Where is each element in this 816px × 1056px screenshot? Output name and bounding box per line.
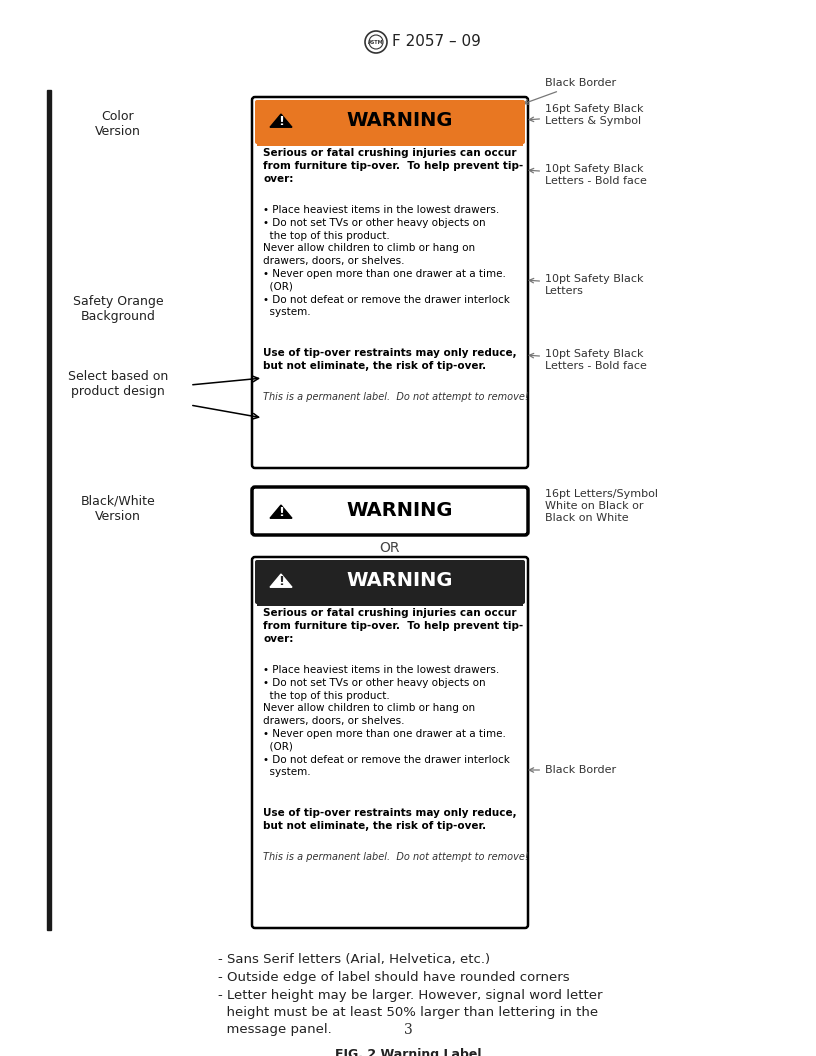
- Text: Color
Version: Color Version: [95, 110, 141, 138]
- Text: This is a permanent label.  Do not attempt to remove!: This is a permanent label. Do not attemp…: [263, 852, 529, 862]
- Text: 10pt Safety Black
Letters - Bold face: 10pt Safety Black Letters - Bold face: [529, 164, 647, 186]
- FancyBboxPatch shape: [252, 97, 528, 468]
- Text: !: !: [278, 507, 284, 520]
- Text: FIG. 2 Warning Label: FIG. 2 Warning Label: [335, 1048, 481, 1056]
- Text: Serious or fatal crushing injuries can occur
from furniture tip-over.  To help p: Serious or fatal crushing injuries can o…: [263, 608, 523, 643]
- Text: 10pt Safety Black
Letters: 10pt Safety Black Letters: [529, 275, 644, 296]
- Text: 16pt Letters/Symbol
White on Black or
Black on White: 16pt Letters/Symbol White on Black or Bl…: [545, 489, 658, 523]
- Text: Use of tip-over restraints may only reduce,
but not eliminate, the risk of tip-o: Use of tip-over restraints may only redu…: [263, 348, 517, 371]
- Text: - Letter height may be larger. However, signal word letter
  height must be at l: - Letter height may be larger. However, …: [218, 989, 602, 1036]
- Text: OR: OR: [379, 541, 401, 555]
- Text: - Sans Serif letters (Arial, Helvetica, etc.): - Sans Serif letters (Arial, Helvetica, …: [218, 953, 490, 966]
- FancyBboxPatch shape: [252, 557, 528, 928]
- Text: • Place heaviest items in the lowest drawers.
• Do not set TVs or other heavy ob: • Place heaviest items in the lowest dra…: [263, 205, 510, 318]
- Text: !: !: [278, 115, 284, 129]
- Text: Serious or fatal crushing injuries can occur
from furniture tip-over.  To help p: Serious or fatal crushing injuries can o…: [263, 148, 523, 184]
- Text: ASTM: ASTM: [368, 39, 384, 44]
- Text: - Outside edge of label should have rounded corners: - Outside edge of label should have roun…: [218, 972, 570, 984]
- Text: • Place heaviest items in the lowest drawers.
• Do not set TVs or other heavy ob: • Place heaviest items in the lowest dra…: [263, 665, 510, 777]
- Text: Black/White
Version: Black/White Version: [81, 495, 155, 523]
- Bar: [257, 102, 523, 140]
- FancyBboxPatch shape: [255, 560, 525, 604]
- Text: 10pt Safety Black
Letters - Bold face: 10pt Safety Black Letters - Bold face: [529, 350, 647, 371]
- Text: WARNING: WARNING: [347, 570, 453, 589]
- Text: WARNING: WARNING: [347, 502, 453, 521]
- Polygon shape: [270, 114, 292, 128]
- Text: !: !: [278, 576, 284, 588]
- Bar: [47, 90, 51, 930]
- Text: F 2057 – 09: F 2057 – 09: [392, 35, 481, 50]
- Polygon shape: [270, 505, 292, 518]
- Polygon shape: [270, 574, 292, 587]
- Text: Black Border: Black Border: [529, 765, 616, 775]
- Text: This is a permanent label.  Do not attempt to remove!: This is a permanent label. Do not attemp…: [263, 392, 529, 402]
- Text: Select based on
product design: Select based on product design: [68, 370, 168, 398]
- FancyBboxPatch shape: [255, 100, 525, 144]
- Text: Black Border: Black Border: [524, 78, 616, 105]
- Text: 3: 3: [404, 1023, 412, 1037]
- Text: WARNING: WARNING: [347, 111, 453, 130]
- Text: 16pt Safety Black
Letters & Symbol: 16pt Safety Black Letters & Symbol: [529, 105, 644, 126]
- Bar: [257, 136, 523, 146]
- Text: Safety Orange
Background: Safety Orange Background: [73, 295, 163, 323]
- Bar: [257, 596, 523, 606]
- FancyBboxPatch shape: [252, 487, 528, 535]
- Text: Use of tip-over restraints may only reduce,
but not eliminate, the risk of tip-o: Use of tip-over restraints may only redu…: [263, 808, 517, 831]
